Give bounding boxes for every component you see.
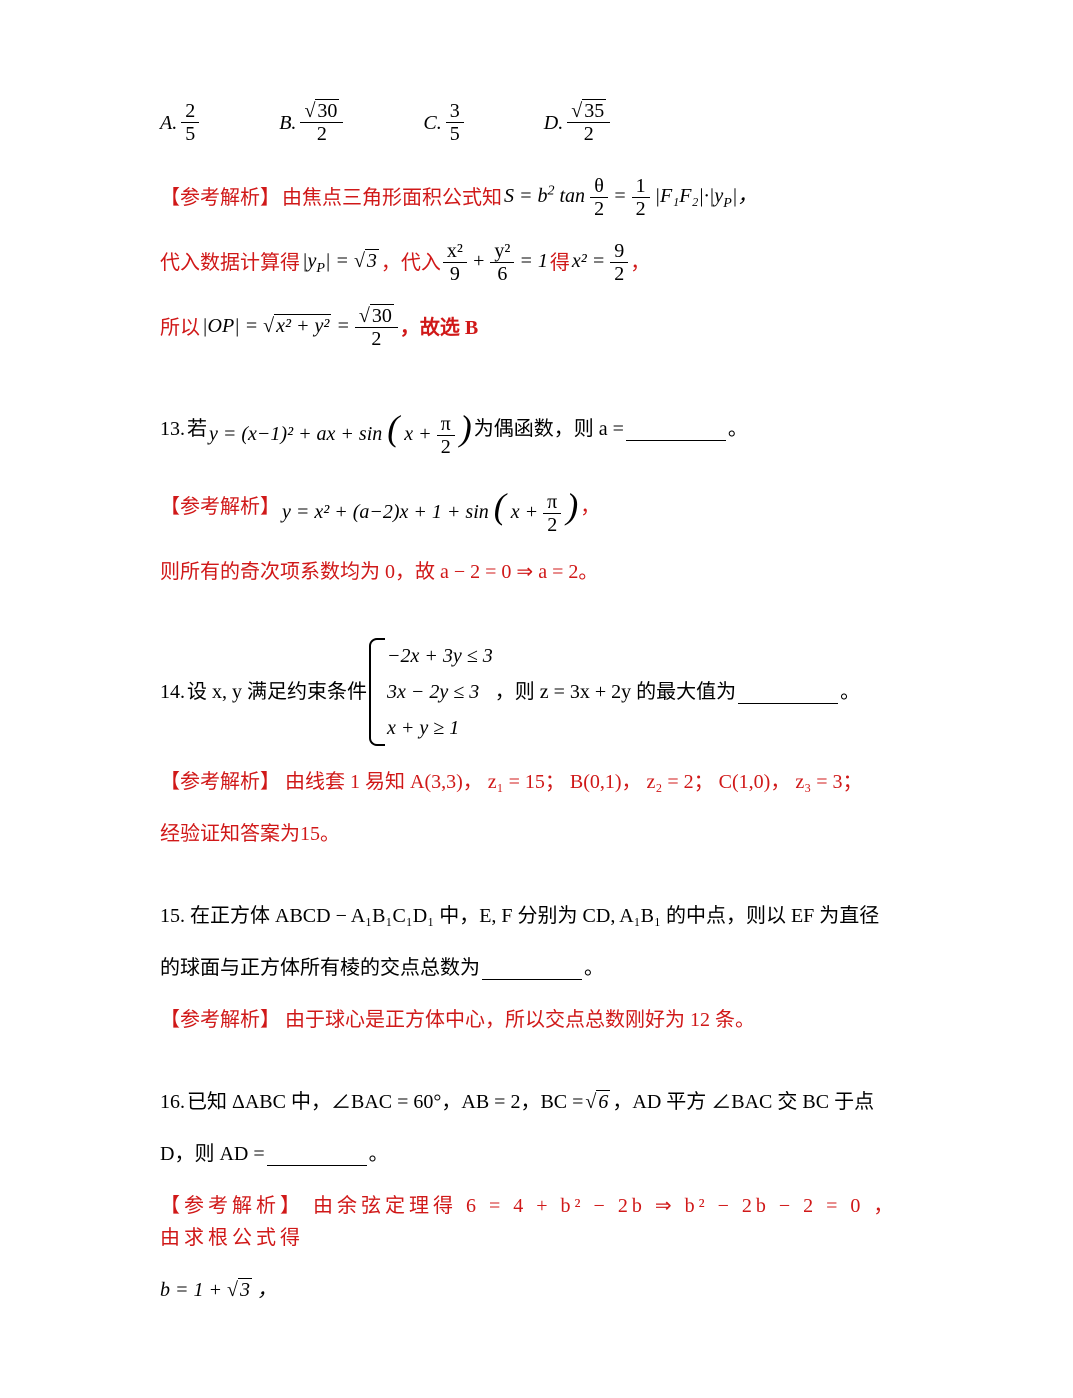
question-16-line2: D，则 AD = 。 <box>160 1138 913 1170</box>
analysis-label: 【参考解析】 <box>160 1009 280 1031</box>
option-a-label: A. <box>160 107 177 139</box>
q12-analysis-line1: 【参考解析】 由焦点三角形面积公式知 S = b2 tan θ2 = 12 |F… <box>160 175 913 220</box>
q14-analysis: 【参考解析】 由线套 1 易知 A(3,3)， z₁ = 15； B(0,1)，… <box>160 766 913 798</box>
option-d-label: D. <box>544 107 563 139</box>
option-c-label: C. <box>423 107 441 139</box>
q15-analysis: 【参考解析】 由于球心是正方体中心，所以交点总数刚好为 12 条。 <box>160 1004 913 1036</box>
q13-analysis: 【参考解析】 y = x² + (a−2)x + 1 + sin ( x + π… <box>160 478 913 536</box>
question-text: 在正方体 ABCD − A₁B₁C₁D₁ 中，E, F 分别为 CD, A₁B₁… <box>190 905 879 927</box>
option-b: B. 30 2 <box>279 100 343 145</box>
analysis-text: 由于球心是正方体中心，所以交点总数刚好为 12 条。 <box>285 1009 755 1031</box>
formula: y = (x−1)² + ax + sin ( x + π2 ) <box>209 400 472 458</box>
answer-options: A. 2 5 B. 30 2 C. 3 5 D. 35 2 <box>160 100 913 145</box>
q14-analysis-line2: 经验证知答案为15。 <box>160 818 913 850</box>
answer-blank <box>738 680 838 704</box>
question-number: 15. <box>160 905 185 927</box>
analysis-label: 【参考解析】 <box>160 771 280 793</box>
sqrt-icon: 30 <box>304 100 339 122</box>
q12-analysis-line2: 代入数据计算得 |yP| = 3 ，代入 x²9 + y²6 = 1 得 x² … <box>160 240 913 285</box>
analysis-text: 由线套 1 易知 A(3,3)， z₁ = 15； B(0,1)， z₂ = 2… <box>285 771 862 793</box>
option-d-frac: 35 2 <box>567 100 610 145</box>
q12-analysis-line3: 所以 |OP| = x² + y² = 302 ，故选 B <box>160 305 913 350</box>
formula: x² = 92 <box>572 240 628 285</box>
analysis-text: 所以 <box>160 312 200 344</box>
formula: y = x² + (a−2)x + 1 + sin ( x + π2 ) <box>282 478 578 536</box>
question-text: 为偶函数，则 a = <box>474 413 624 445</box>
question-text: 若 <box>187 413 207 445</box>
question-text: D，则 AD = <box>160 1138 265 1170</box>
answer-blank <box>626 417 726 441</box>
question-13: 13. 若 y = (x−1)² + ax + sin ( x + π2 ) 为… <box>160 400 913 458</box>
question-text: 设 x, y 满足约束条件 <box>187 676 367 708</box>
option-b-frac: 30 2 <box>300 100 343 145</box>
question-text: 的球面与正方体所有棱的交点总数为 <box>160 952 480 984</box>
question-text: 。 <box>584 952 604 984</box>
analysis-text: 得 <box>550 247 570 279</box>
analysis-label: 【参考解析】 <box>160 491 280 523</box>
question-text: 。 <box>840 676 860 708</box>
option-c: C. 3 5 <box>423 100 463 145</box>
question-15: 15. 在正方体 ABCD − A₁B₁C₁D₁ 中，E, F 分别为 CD, … <box>160 900 913 932</box>
q16-analysis: 【参考解析】 由余弦定理得 6 = 4 + b² − 2b ⇒ b² − 2b … <box>160 1190 913 1254</box>
answer-blank <box>267 1142 367 1166</box>
analysis-label: 【参考解析】 <box>160 1195 304 1217</box>
constraint: −2x + 3y ≤ 3 <box>387 638 493 674</box>
question-number: 16. <box>160 1086 185 1118</box>
analysis-text: 由焦点三角形面积公式知 <box>282 182 502 214</box>
analysis-text: ，代入 <box>381 247 441 279</box>
constraint-system: −2x + 3y ≤ 3 3x − 2y ≤ 3 x + y ≥ 1 <box>369 638 493 746</box>
q16-analysis-line2: b = 1 + 3 ， <box>160 1274 913 1306</box>
answer-blank <box>482 956 582 980</box>
option-b-label: B. <box>279 107 296 139</box>
question-15-line2: 的球面与正方体所有棱的交点总数为 。 <box>160 952 913 984</box>
question-text: ，AD 平方 ∠BAC 交 BC 于点 <box>612 1086 874 1118</box>
question-number: 14. <box>160 676 185 708</box>
question-text: 。 <box>728 413 748 445</box>
sqrt-icon: 35 <box>571 100 606 122</box>
analysis-text: ， <box>630 247 650 279</box>
question-14: 14. 设 x, y 满足约束条件 −2x + 3y ≤ 3 3x − 2y ≤… <box>160 638 913 746</box>
question-16: 16. 已知 ΔABC 中，∠BAC = 60°，AB = 2，BC = 6 ，… <box>160 1086 913 1118</box>
analysis-text: ， <box>580 491 600 523</box>
formula: x²9 + y²6 = 1 <box>443 240 548 285</box>
q13-analysis-line2: 则所有的奇次项系数均为 0，故 a − 2 = 0 ⇒ a = 2。 <box>160 556 913 588</box>
formula: |OP| = x² + y² = 302 <box>202 305 398 350</box>
formula: b = 1 + 3 ， <box>160 1274 277 1306</box>
question-text: ，则 z = 3x + 2y 的最大值为 <box>495 676 736 708</box>
question-text: 。 <box>369 1138 389 1170</box>
constraint: x + y ≥ 1 <box>387 710 493 746</box>
question-number: 13. <box>160 413 185 445</box>
option-c-frac: 3 5 <box>446 100 464 145</box>
question-text: 已知 ΔABC 中，∠BAC = 60°，AB = 2，BC = <box>187 1086 583 1118</box>
analysis-text: 代入数据计算得 <box>160 247 300 279</box>
constraint: 3x − 2y ≤ 3 <box>387 674 493 710</box>
analysis-conclusion: ，故选 B <box>400 312 478 344</box>
analysis-label: 【参考解析】 <box>160 182 280 214</box>
option-a-frac: 2 5 <box>181 100 199 145</box>
option-d: D. 35 2 <box>544 100 610 145</box>
formula: S = b2 tan θ2 = 12 |F₁F₂|·|yP|， <box>504 175 757 220</box>
formula: |yP| = 3 <box>302 245 379 280</box>
option-a: A. 2 5 <box>160 100 199 145</box>
